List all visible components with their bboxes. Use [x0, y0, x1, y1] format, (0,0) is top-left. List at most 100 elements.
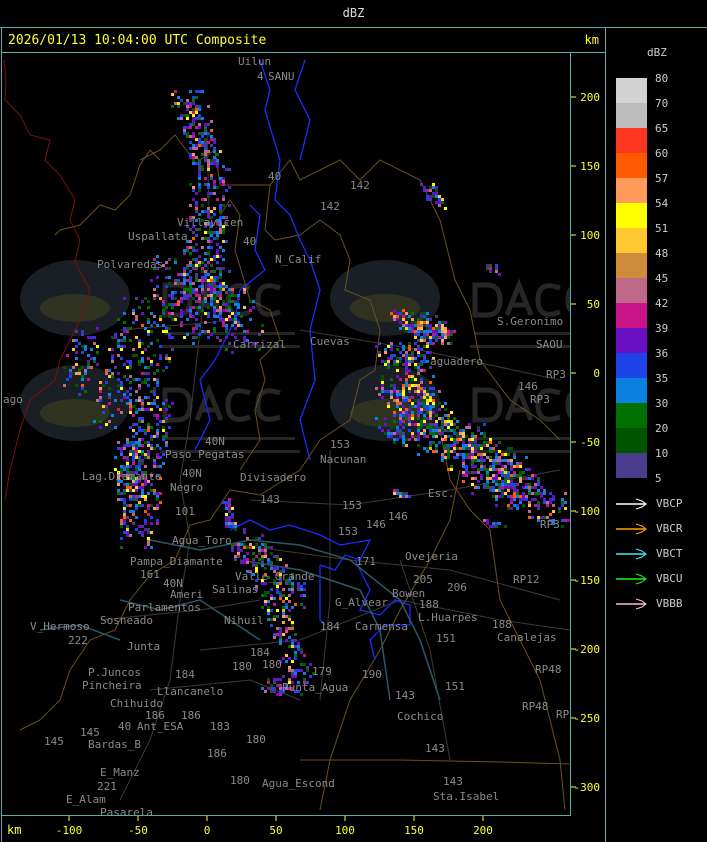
map-label: Valle_Grande: [235, 570, 314, 583]
map-label: 205: [413, 573, 433, 586]
map-label: 40N: [182, 467, 202, 480]
international-border: [3, 59, 91, 501]
frame-left: [1, 28, 2, 842]
map-label: 145: [44, 735, 64, 748]
legend-value: 45: [655, 272, 669, 285]
map-label: 153: [330, 438, 350, 451]
y-tick-label: -250: [574, 712, 601, 725]
legend-swatch: [616, 78, 647, 103]
y-axis: 200 150 100 50 0 -50 -100 -150 -200 -250 -300: [570, 91, 600, 794]
legend-swatch: [616, 278, 647, 303]
map-label: RP3: [530, 393, 550, 406]
map-label: 151: [445, 680, 465, 693]
legend-swatch: [616, 328, 647, 353]
legend-swatch: [616, 178, 647, 203]
map-label: 142: [320, 200, 340, 213]
map-label: E_Alam: [66, 793, 106, 806]
dacc-watermarks: [20, 260, 570, 453]
map-label: RP12: [513, 573, 540, 586]
map-label: Llancanelo: [157, 685, 223, 698]
legend-value: 20: [655, 422, 669, 435]
legend-swatch: [616, 303, 647, 328]
map-label: Cochico: [397, 710, 443, 723]
x-axis: -100 -50 0 50 100 150 200: [56, 815, 493, 837]
map-label: Carmensa: [355, 620, 408, 633]
map-label: 143: [443, 775, 463, 788]
radar-legend-vbcp: VBCP: [616, 497, 706, 511]
map-label: 40: [118, 720, 131, 733]
legend-swatch: [616, 403, 647, 428]
arrow-icon: [616, 523, 647, 535]
radar-legend-vbct: VBCT: [616, 547, 706, 561]
map-label: 184: [320, 620, 340, 633]
map-label: Pincheira: [82, 679, 142, 692]
legend-value: 10: [655, 447, 669, 460]
radar-echoes: [63, 90, 570, 696]
legend-value: 5: [655, 472, 662, 485]
map-label: 161: [140, 568, 160, 581]
map-label: 183: [210, 720, 230, 733]
x-tick-label: -50: [128, 824, 148, 837]
x-tick-label: 150: [404, 824, 424, 837]
legend-swatch: [616, 203, 647, 228]
map-label: Bardas_B: [88, 738, 141, 751]
legend-value: 65: [655, 122, 669, 135]
map-label: 40N: [205, 435, 225, 448]
x-tick-label: 0: [204, 824, 211, 837]
arrow-icon: [616, 598, 647, 610]
legend-value: 30: [655, 397, 669, 410]
map-label: 186: [207, 747, 227, 760]
y-tick-label: -50: [580, 436, 600, 449]
legend-swatch: [616, 353, 647, 378]
radar-name: VBCT: [656, 547, 683, 560]
map-label: Parlamentos: [128, 601, 201, 614]
map-label: 180: [230, 774, 250, 787]
legend-value: 54: [655, 197, 669, 210]
map-label: 146: [518, 380, 538, 393]
legend-value: 39: [655, 322, 669, 335]
map-label: 145: [80, 726, 100, 739]
y-tick-label: 100: [580, 229, 600, 242]
map-label: 153: [338, 525, 358, 538]
map-label: Chihuido: [110, 697, 163, 710]
map-label: Bowen: [392, 587, 425, 600]
map-label: RP48: [522, 700, 549, 713]
dacc-logo: [330, 260, 570, 348]
radar-name: VBCR: [656, 522, 683, 535]
map-label: Ovejeria: [405, 550, 458, 563]
map-label: 153: [342, 499, 362, 512]
map-label: Paso_Pegatas: [165, 448, 244, 461]
y-tick-label: -150: [574, 574, 601, 587]
map-label: Punta_Agua: [282, 681, 348, 694]
map-label: ago: [3, 393, 23, 406]
legend-swatch: [616, 378, 647, 403]
map-label: aguadero: [430, 355, 483, 368]
map-label: 142: [350, 179, 370, 192]
map-label: 221: [97, 780, 117, 793]
y-tick-label: 0: [593, 367, 600, 380]
map-label: G_Alvear: [335, 596, 388, 609]
map-frame-bottom: [1, 815, 571, 816]
map-label: E_Manz: [100, 766, 140, 779]
map-label: Pampa_Diamante: [130, 555, 223, 568]
map-label: P.Juncos: [88, 666, 141, 679]
map-label: Ant_ESA: [137, 720, 184, 733]
map-label: Canalejas: [497, 631, 557, 644]
map-label: Sosneado: [100, 614, 153, 627]
y-unit-label: km: [584, 33, 599, 47]
map-label: 184: [175, 668, 195, 681]
x-tick-label: 50: [269, 824, 282, 837]
legend-value: 36: [655, 347, 669, 360]
map-label: S.Geronimo: [497, 315, 563, 328]
map-label: 40: [268, 170, 281, 183]
legend-value: 42: [655, 297, 669, 310]
map-frame-right: [570, 52, 571, 815]
frame-right: [605, 28, 606, 842]
legend-value: 80: [655, 72, 669, 85]
map-label: 184: [250, 646, 270, 659]
radar-name: VBCP: [656, 497, 683, 510]
legend-swatch: [616, 453, 647, 478]
radar-legend-vbcu: VBCU: [616, 572, 706, 586]
map-label: 171: [356, 555, 376, 568]
